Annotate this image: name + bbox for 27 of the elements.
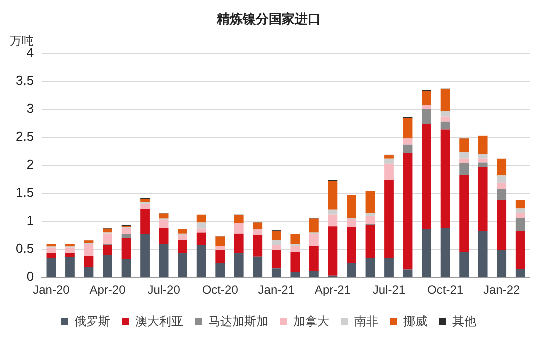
legend-label: 加拿大 <box>294 314 330 328</box>
y-axis-title: 万吨 <box>10 34 34 48</box>
x-tick-label: Oct-20 <box>202 283 239 298</box>
y-tick-label: 0.5 <box>16 241 34 256</box>
x-tick-label: Jan-22 <box>484 283 521 298</box>
y-tick-label: 1.5 <box>16 185 34 200</box>
legend-label: 澳大利亚 <box>136 314 184 328</box>
y-tick-label: 3 <box>26 101 34 116</box>
x-tick-label: Jul-20 <box>148 283 181 298</box>
chart-title: 精炼镍分国家进口 <box>216 11 321 26</box>
x-tick-label: Apr-20 <box>90 283 126 298</box>
x-tick-label: Jul-21 <box>372 283 406 298</box>
legend-label: 其他 <box>452 314 476 328</box>
legend-label: 南非 <box>354 314 378 328</box>
y-tick-label: 2 <box>26 157 34 172</box>
x-tick-label: Jan-21 <box>258 283 296 298</box>
y-tick-label: 4 <box>26 45 34 60</box>
legend-label: 俄罗斯 <box>74 314 110 328</box>
legend-label: 马达加斯加 <box>208 314 268 328</box>
x-tick-label: Oct-21 <box>428 283 464 298</box>
x-tick-label: Jan-20 <box>33 283 70 298</box>
y-tick-label: 1 <box>26 213 34 228</box>
x-tick-label: Apr-21 <box>314 283 352 298</box>
y-tick-label: 3.5 <box>16 73 34 88</box>
legend-label: 挪威 <box>404 314 428 328</box>
y-tick-label: 0 <box>26 269 34 284</box>
y-tick-label: 2.5 <box>16 129 34 144</box>
